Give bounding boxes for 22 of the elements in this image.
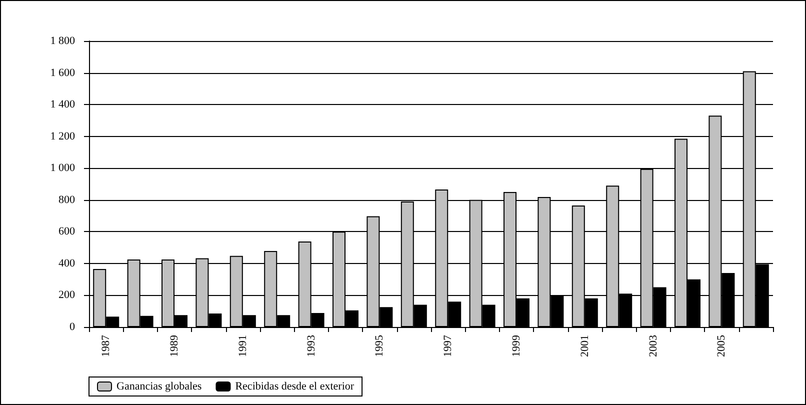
legend-label: Recibidas desde el exterior — [235, 380, 354, 392]
y-tick-label: 0 — [70, 321, 76, 333]
x-tick-label: 1987 — [100, 334, 112, 357]
x-tick-label: 2001 — [578, 335, 591, 357]
x-tick-label: 1997 — [442, 334, 454, 357]
y-tick-label: 1 600 — [50, 66, 76, 79]
legend-label: Ganancias globales — [116, 380, 202, 392]
x-tick-label: 1999 — [510, 334, 522, 357]
y-tick-label: 1 000 — [50, 162, 76, 174]
y-tick-label: 200 — [58, 289, 76, 302]
y-tick-label: 1 400 — [50, 98, 76, 111]
y-tick-label: 1 800 — [50, 35, 76, 47]
y-tick-label: 600 — [58, 226, 76, 238]
y-tick-label: 800 — [58, 194, 76, 206]
x-tick-label: 1991 — [236, 335, 249, 357]
x-tick-label: 1989 — [168, 334, 180, 357]
x-tick-label: 2005 — [716, 334, 728, 357]
x-tick-label: 1995 — [374, 334, 386, 357]
y-tick-label: 400 — [58, 257, 76, 270]
x-tick-label: 1993 — [305, 334, 318, 357]
x-tick-label: 2003 — [647, 334, 660, 357]
y-tick-label: 1 200 — [50, 130, 76, 142]
